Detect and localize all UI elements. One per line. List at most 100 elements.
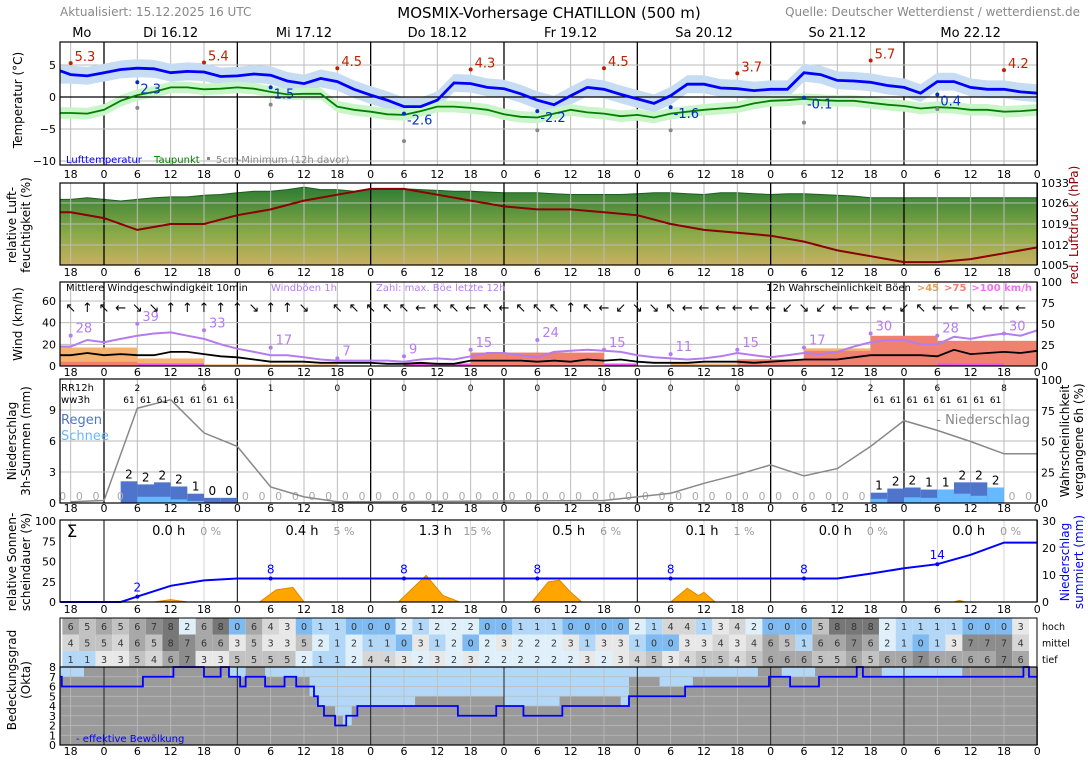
- cloud-cell-value: 3: [284, 639, 290, 650]
- min-temp-marker: [401, 111, 406, 116]
- cloud-cell-hoch: [612, 618, 629, 635]
- cloud-cell-mittel: [329, 634, 346, 651]
- x-tick-label: 6: [934, 266, 941, 279]
- snow-bar: [153, 496, 171, 503]
- cloud-cell-value: 1: [901, 639, 907, 650]
- cloud-cell-value: 6: [768, 639, 774, 650]
- max-gust-label: 28: [76, 322, 93, 337]
- cloud-cell-value: 3: [118, 655, 124, 666]
- x-tick-label: 12: [430, 502, 444, 515]
- cloud-cell-value: 2: [518, 639, 524, 650]
- gust-probability-bar-p75: [737, 359, 804, 366]
- cloud-cell-mittel: [579, 634, 596, 651]
- x-tick-label: 12: [964, 745, 978, 758]
- cloud-cell-hoch: [662, 618, 679, 635]
- snow-bar: [937, 489, 954, 503]
- precip-bar-label: 1: [192, 480, 200, 494]
- cloud-cell-hoch: [112, 618, 129, 635]
- x-tick-label: 0: [1034, 745, 1041, 758]
- precip-zero-label: 0: [408, 490, 415, 503]
- x-tick-label: 6: [267, 502, 274, 515]
- x-tick-label: 6: [400, 502, 407, 515]
- max-temp-label: 4.5: [608, 55, 629, 70]
- y-tick-label: 6: [49, 435, 56, 448]
- cloud-cell-value: 1: [551, 622, 557, 633]
- cloud-cell-tief: [879, 651, 896, 668]
- cloud-cell-tief: [529, 651, 546, 668]
- x-tick-label: 18: [730, 502, 744, 515]
- precip-zero-label: 0: [292, 490, 299, 503]
- max-gust-marker: [1001, 331, 1006, 336]
- cloud-cell-hoch: [929, 618, 946, 635]
- cloud-cell-hoch: [79, 618, 96, 635]
- precip-zero-label: 0: [93, 490, 100, 503]
- x-tick-label: 12: [697, 502, 711, 515]
- max-gust-marker: [601, 347, 606, 352]
- x-tick-label: 0: [634, 366, 641, 379]
- wind-panel-border: [59, 281, 1038, 367]
- wind-direction-arrow: ↑: [82, 301, 93, 316]
- cloud-cell-hoch: [695, 618, 713, 635]
- cloud-cell-value: 8: [851, 622, 857, 633]
- cloud-cell-hoch: [245, 618, 263, 635]
- cloud-cell-mittel: [562, 634, 579, 651]
- cloud-cell-hoch: [1012, 618, 1029, 635]
- x-tick-label: 12: [830, 745, 844, 758]
- cloud-cell-value: 6: [251, 622, 257, 633]
- cloud-cell-mittel: [512, 634, 529, 651]
- x-tick-label: 12: [164, 745, 178, 758]
- cloud-cell-hoch: [629, 618, 646, 635]
- cloud-cell-mittel: [379, 634, 396, 651]
- cloud-cell-value: 2: [751, 622, 757, 633]
- cloud-cell-value: 2: [451, 655, 457, 666]
- cloud-cell-value: 7: [184, 655, 190, 666]
- cloud-cell-mittel: [945, 634, 963, 651]
- cloud-cell-value: 2: [884, 639, 890, 650]
- rr12h-label: 0: [468, 384, 474, 394]
- y-tick-label: 6: [49, 681, 56, 694]
- cloud-cell-mittel: [479, 634, 496, 651]
- cloud-cell-tief: [862, 651, 879, 668]
- cloud-cell-value: 3: [218, 655, 224, 666]
- x-tick-label: 6: [534, 168, 541, 181]
- snow-bar: [987, 487, 1004, 503]
- max-gust-label: 9: [409, 342, 417, 357]
- x-tick-label: 18: [197, 266, 211, 279]
- cloud-cell-hoch: [145, 618, 163, 635]
- rr12h-label: 2: [868, 384, 874, 394]
- x-tick-label: 18: [997, 266, 1011, 279]
- wind-direction-arrow: ←: [982, 301, 993, 316]
- x-tick-label: 12: [697, 266, 711, 279]
- max-gust-label: 11: [676, 340, 693, 355]
- precip-zero-label: 0: [442, 490, 449, 503]
- max-temp-label: 3.7: [741, 60, 762, 75]
- cloud-cell-value: 6: [201, 639, 207, 650]
- daily-sunshine-percent: 0 %: [1000, 525, 1021, 538]
- cloud-cell-value: 6: [134, 639, 140, 650]
- x-tick-label: 12: [697, 745, 711, 758]
- cloud-cell-tief: [429, 651, 446, 668]
- cloud-cell-tief: [312, 651, 329, 668]
- legend-rr12h: RR12h: [61, 383, 94, 394]
- wind-direction-arrow: ↖: [65, 301, 76, 316]
- cloud-cell-value: 3: [284, 622, 290, 633]
- cloud-cell-mittel: [129, 634, 146, 651]
- x-tick-label: 0: [900, 745, 907, 758]
- cloud-cell-hoch: [445, 618, 463, 635]
- x-tick-label: 18: [730, 366, 744, 379]
- cloud-cell-tief: [829, 651, 846, 668]
- cloud-cell-mittel: [429, 634, 446, 651]
- cloud-cell-mittel: [979, 634, 996, 651]
- cloud-cell-hoch: [579, 618, 596, 635]
- cloud-cell-value: 5: [84, 622, 90, 633]
- cloud-cell-hoch: [162, 618, 179, 635]
- x-tick-label: 12: [830, 603, 844, 616]
- day-label: Mo 22.12: [940, 26, 1001, 41]
- wind-direction-arrow: ↙: [815, 301, 826, 316]
- x-tick-label: 12: [297, 168, 311, 181]
- pressure-line: [60, 187, 1038, 264]
- cloud-cell-value: 0: [568, 622, 574, 633]
- cloud-cell-value: 6: [134, 622, 140, 633]
- cloud-cell-value: 3: [584, 655, 590, 666]
- cloud-cell-value: 4: [684, 655, 690, 666]
